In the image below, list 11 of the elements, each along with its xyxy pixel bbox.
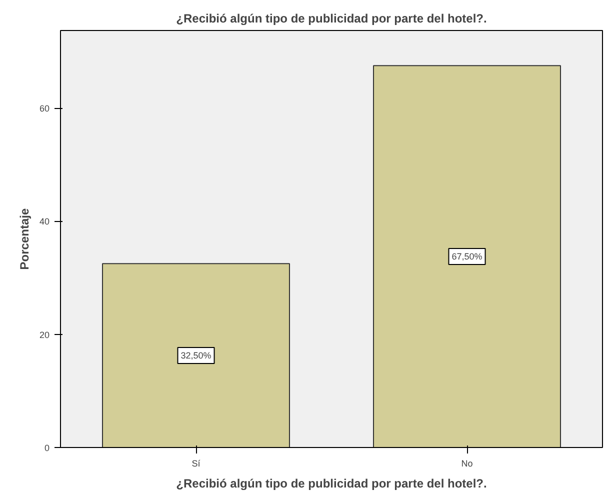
data-label: 32,50% [180,350,212,361]
y-tick-label: 20 [39,330,50,340]
chart-title: ¿Recibió algún tipo de publicidad por parte del hotel?. [176,12,487,26]
x-tick-label: No [461,458,473,468]
y-tick-label: 40 [39,216,50,227]
y-axis-title: Porcentaje [17,208,32,270]
y-tick-label: 0 [44,443,50,453]
y-tick-label: 60 [39,104,50,114]
x-tick-label: Sí [192,458,201,468]
data-label: 67,50% [452,252,482,262]
x-axis-title: ¿Recibió algún tipo de publicidad por parte del hotel?. [176,476,487,490]
